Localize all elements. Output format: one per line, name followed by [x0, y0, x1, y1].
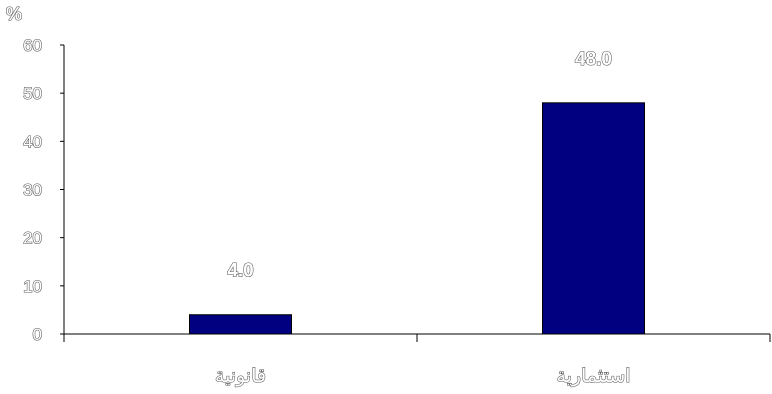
y-tick-label: 20 — [23, 229, 42, 248]
bar-value-label: 4.0 — [227, 261, 253, 282]
bar — [542, 102, 645, 335]
y-tick-label: 60 — [23, 36, 42, 55]
y-tick-label: 40 — [23, 132, 42, 151]
category-label: استثمارية — [556, 366, 630, 387]
y-tick-label: 10 — [23, 277, 42, 296]
category-labels: قانونية استثمارية — [214, 365, 631, 387]
y-tick-label: 0 — [33, 325, 42, 344]
y-tick-label: 50 — [23, 84, 42, 103]
x-axis-ticks — [63, 334, 771, 342]
y-axis-ticks: 0 10 20 30 40 50 60 — [23, 35, 64, 345]
category-label: قانونية — [215, 366, 266, 387]
bar — [189, 314, 292, 335]
y-tick-label: 30 — [23, 181, 42, 200]
bars — [189, 102, 645, 335]
y-axis-unit-label: % — [6, 4, 22, 24]
bar-value-label: 48.0 — [575, 49, 612, 70]
value-labels: 4.0 48.0 — [227, 48, 613, 282]
